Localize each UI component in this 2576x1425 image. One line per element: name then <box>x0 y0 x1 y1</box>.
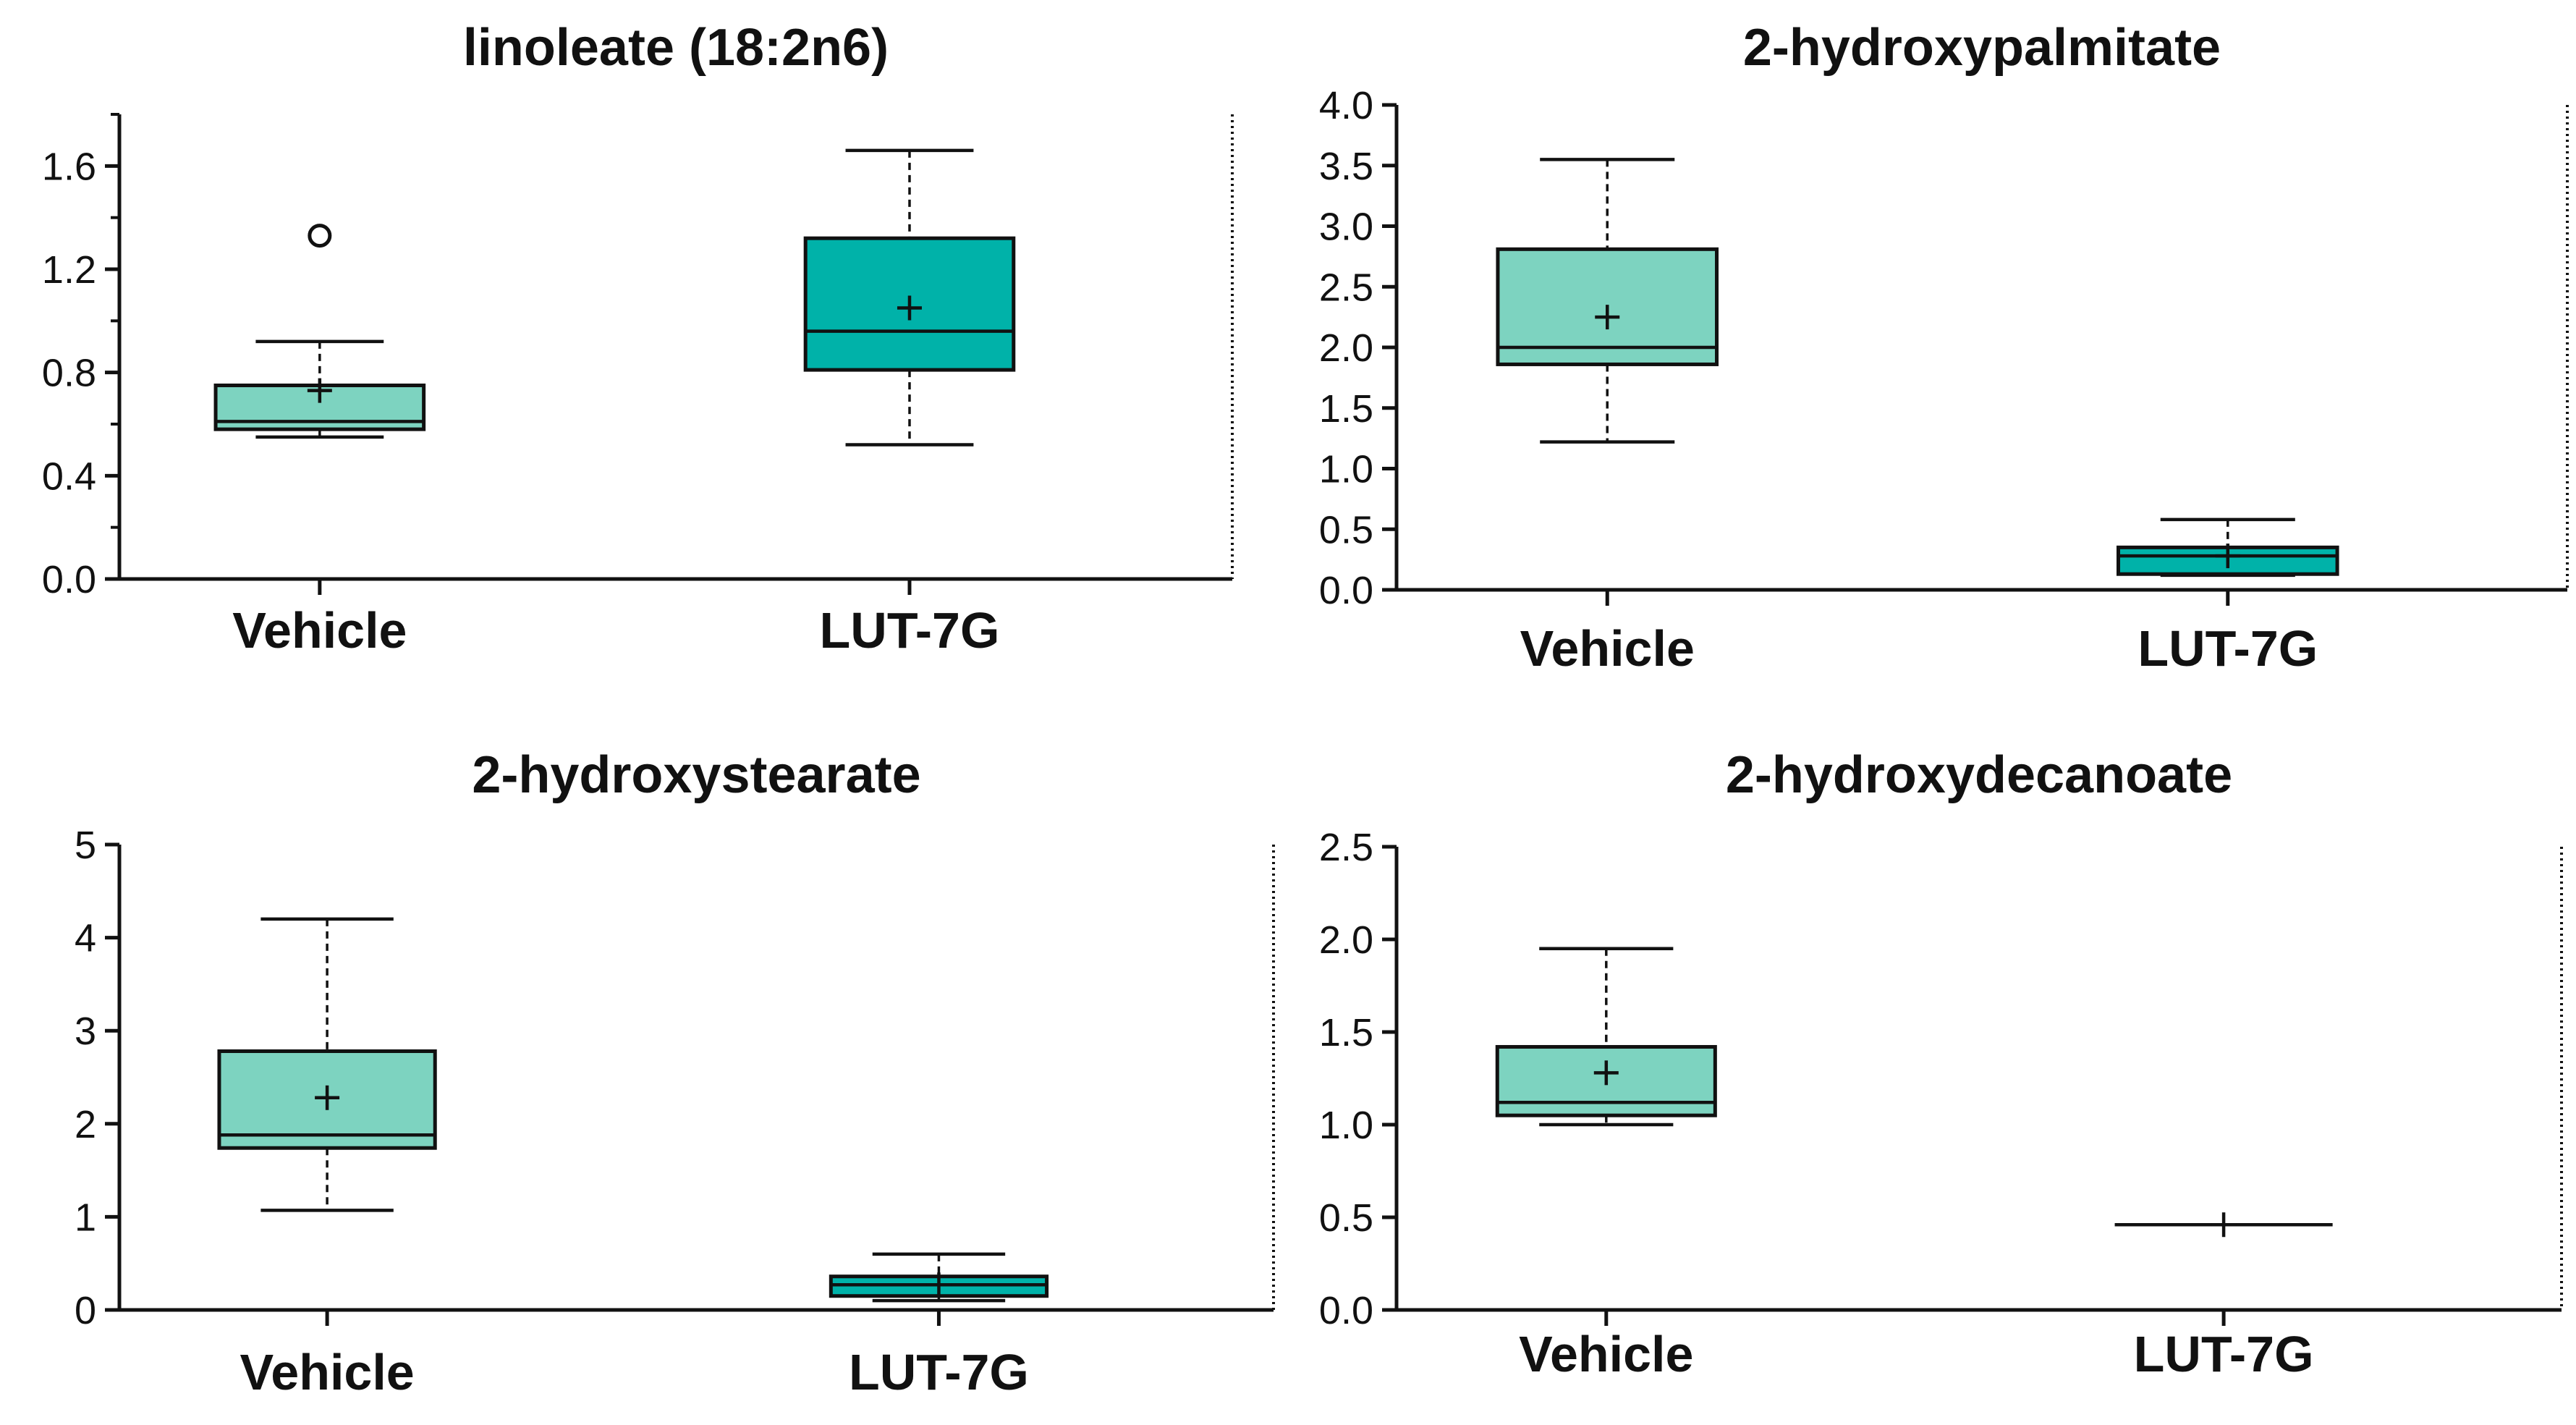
y-tick-label: 5 <box>75 824 96 867</box>
y-tick-label: 2.0 <box>1319 326 1373 370</box>
chart-linoleate: linoleate (18:2n6) 0.0 0.4 0.8 1.2 1.6 Vehicle… <box>42 19 1234 659</box>
y-tick-label: 0.8 <box>42 352 96 395</box>
y-tick-label: 2.5 <box>1319 266 1373 309</box>
x-category-label: Vehicle <box>1519 1326 1693 1382</box>
y-tick-label: 1.5 <box>1319 1011 1373 1054</box>
y-tick-label: 0.0 <box>1319 1289 1373 1332</box>
y-tick-label: 2.0 <box>1319 918 1373 962</box>
y-tick-label: 0.5 <box>1319 1196 1373 1240</box>
y-tick-label: 3 <box>75 1010 96 1053</box>
box-vehicle-outlier <box>308 224 332 248</box>
chart-2-hydroxystearate: 2-hydroxystearate 0 1 2 3 4 5 Vehicle LUT-7G <box>75 746 1275 1400</box>
y-tick-label: 1.2 <box>42 248 96 292</box>
chart-title: 2-hydroxypalmitate <box>1743 19 2221 77</box>
chart-2-hydroxydecanoate: 2-hydroxydecanoate 0.0 0.5 1.0 1.5 2.0 2.5 Vehi… <box>1319 746 2563 1382</box>
y-tick-label: 0.0 <box>1319 569 1373 612</box>
y-tick-label: 2 <box>75 1103 96 1146</box>
y-tick-label: 4.0 <box>1319 84 1373 127</box>
x-category-label: Vehicle <box>232 602 407 659</box>
y-tick-label: 0.0 <box>42 558 96 601</box>
y-tick-label: 1.6 <box>42 145 96 188</box>
y-tick-label: 2.5 <box>1319 826 1373 869</box>
x-category-label: Vehicle <box>240 1344 414 1400</box>
x-category-label: LUT-7G <box>2138 620 2318 677</box>
y-tick-label: 3.5 <box>1319 145 1373 188</box>
x-category-label: Vehicle <box>1520 620 1695 677</box>
chart-title: 2-hydroxystearate <box>472 746 920 804</box>
y-tick-label: 0.4 <box>42 454 96 498</box>
y-tick-label: 1.5 <box>1319 387 1373 431</box>
y-tick-label: 1 <box>75 1196 96 1239</box>
y-tick-label: 0 <box>75 1289 96 1332</box>
y-tick-label: 4 <box>75 917 96 960</box>
y-tick-label: 1.0 <box>1319 1104 1373 1147</box>
y-tick-label: 3.0 <box>1319 206 1373 249</box>
x-category-label: LUT-7G <box>820 602 1000 659</box>
chart-title: 2-hydroxydecanoate <box>1726 746 2232 804</box>
y-tick-label: 1.0 <box>1319 448 1373 491</box>
x-category-label: LUT-7G <box>2134 1326 2314 1382</box>
chart-2-hydroxypalmitate: 2-hydroxypalmitate 0.0 0.5 1.0 1.5 2.0 2.5 3.0 3… <box>1319 19 2569 677</box>
chart-title: linoleate (18:2n6) <box>463 19 889 77</box>
y-tick-label: 0.5 <box>1319 508 1373 551</box>
x-category-label: LUT-7G <box>849 1344 1029 1400</box>
